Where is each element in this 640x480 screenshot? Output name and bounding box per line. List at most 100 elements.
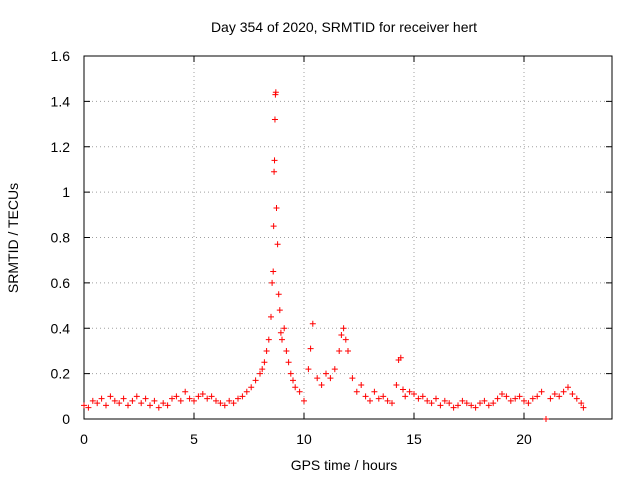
tick-labels: 0 0.2 0.4 0.6 0.8 1 1.2 1.4 1.6 0 5 10 15 20 — [51, 48, 532, 447]
data-point — [305, 366, 312, 373]
data-point — [279, 336, 285, 343]
data-point — [534, 393, 541, 400]
data-point — [204, 395, 211, 402]
data-point — [272, 89, 279, 96]
data-point — [230, 400, 237, 407]
data-point — [273, 205, 280, 212]
data-point — [459, 397, 466, 404]
data-point — [318, 381, 325, 388]
data-point — [270, 268, 277, 275]
data-point — [419, 393, 426, 400]
x-tick-label: 20 — [516, 431, 532, 447]
data-point — [281, 325, 288, 332]
data-point — [285, 359, 292, 366]
x-tick-label: 10 — [296, 431, 312, 447]
data-point — [327, 375, 334, 382]
data-point — [133, 393, 140, 400]
data-point — [375, 395, 382, 402]
grid — [84, 56, 612, 419]
data-point — [547, 395, 554, 402]
data-point — [208, 393, 215, 400]
data-point — [173, 393, 180, 400]
data-point — [243, 388, 250, 395]
data-point — [560, 388, 567, 395]
data-point — [525, 400, 532, 407]
data-point — [271, 157, 278, 164]
data-point — [275, 291, 282, 298]
data-point — [565, 384, 571, 391]
data-point — [257, 370, 263, 377]
data-point — [402, 393, 409, 400]
data-point — [516, 393, 523, 400]
data-point — [213, 397, 219, 404]
data-point — [463, 400, 470, 407]
data-point — [455, 402, 461, 409]
data-point — [177, 397, 184, 404]
data-point — [580, 404, 587, 411]
chart-title: Day 354 of 2020, SRMTID for receiver her… — [211, 19, 477, 35]
y-tick-label: 0.8 — [51, 230, 71, 246]
data-point — [415, 395, 422, 402]
data-point — [397, 354, 404, 361]
x-tick-label: 5 — [190, 431, 198, 447]
data-point — [309, 320, 316, 327]
data-point — [307, 345, 314, 352]
data-point — [338, 332, 345, 339]
data-point — [441, 397, 448, 404]
data-point — [301, 397, 307, 404]
y-tick-label: 1.2 — [51, 139, 71, 155]
data-point — [107, 393, 114, 400]
data-point — [503, 393, 510, 400]
data-point — [384, 397, 391, 404]
data-point — [292, 384, 299, 391]
data-point — [551, 391, 558, 398]
y-tick-label: 0 — [62, 411, 70, 427]
data-point — [389, 400, 395, 407]
data-point — [116, 400, 123, 407]
data-point — [283, 347, 290, 354]
y-tick-label: 1 — [62, 184, 70, 200]
data-point — [217, 400, 224, 407]
data-point — [342, 336, 349, 343]
data-point — [538, 388, 545, 395]
data-point — [199, 391, 206, 398]
data-point — [147, 402, 153, 409]
data-point — [296, 388, 303, 395]
data-point — [424, 397, 431, 404]
data-point — [89, 397, 96, 404]
y-tick-label: 0.2 — [51, 366, 71, 382]
data-point — [252, 377, 259, 384]
data-point — [578, 400, 585, 407]
data-point — [477, 400, 483, 407]
data-point — [353, 388, 360, 395]
data-point — [276, 307, 283, 314]
data-point — [274, 241, 281, 248]
x-axis-label: GPS time / hours — [291, 457, 398, 473]
data-point — [358, 381, 365, 388]
data-point — [235, 395, 241, 402]
data-point — [507, 397, 514, 404]
data-point — [182, 388, 189, 395]
data-point — [543, 416, 549, 422]
data-point — [331, 366, 338, 373]
data-point — [129, 397, 136, 404]
data-point — [428, 400, 435, 407]
data-point — [468, 402, 475, 409]
data-point — [191, 397, 197, 404]
data-point — [367, 397, 373, 404]
data-point — [85, 404, 92, 411]
data-point — [556, 393, 563, 400]
data-point — [450, 404, 457, 411]
data-point — [81, 402, 87, 409]
data-point — [268, 313, 274, 320]
y-axis-label: SRMTID / TECUs — [5, 183, 21, 293]
data-point — [277, 329, 284, 336]
y-tick-label: 0.4 — [51, 320, 71, 336]
data-point — [169, 395, 175, 402]
plot-frame — [83, 55, 613, 420]
data-point — [120, 395, 127, 402]
data-point — [226, 397, 233, 404]
data-point — [221, 402, 228, 409]
chart-text: Day 354 of 2020, SRMTID for receiver her… — [5, 19, 477, 473]
data-point — [248, 384, 255, 391]
